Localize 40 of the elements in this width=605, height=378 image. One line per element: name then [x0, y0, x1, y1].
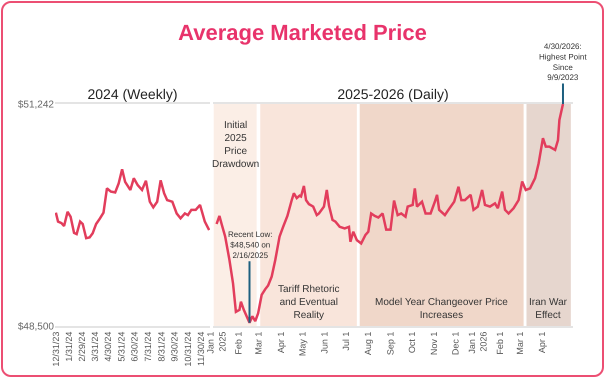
- x-tick-label: Jul 1: [341, 332, 352, 351]
- x-tick-label: Feb 1: [494, 332, 505, 355]
- x-tick-label: 10/31/24: [182, 332, 193, 367]
- line-series: [55, 168, 210, 240]
- x-tick-label: 12/31/23: [50, 332, 61, 367]
- band-label: Iran War Effect: [529, 297, 568, 321]
- x-tick-label: 3/31/24: [90, 332, 100, 362]
- band-label: Initial 2025 Price Drawdown: [212, 120, 260, 170]
- chart-title: 2025-2026 (Daily): [337, 86, 449, 102]
- x-tick-label: Feb 1: [234, 332, 244, 355]
- text: Average Marketed Price: [178, 20, 427, 45]
- x-tick-label: Aug 1: [363, 332, 374, 356]
- annotation: Recent Low: $48,540 on 2/16/2025: [228, 230, 272, 260]
- y-tick-label: $48,500: [18, 322, 54, 332]
- x-tick-label: 9/30/24: [169, 332, 180, 362]
- x-tick-label: 11/30/24: [196, 332, 206, 366]
- x-tick-label: 4/30/24: [103, 332, 114, 362]
- x-tick-label: 6/30/24: [130, 332, 140, 362]
- chart-subtitle: 2024 (Weekly): [87, 86, 178, 102]
- x-tick-label: Mar 1: [254, 332, 264, 355]
- x-tick-label: Apr 1: [537, 332, 548, 354]
- x-tick-label: Nov 1: [429, 332, 440, 356]
- y-tick-label: $51,242: [18, 100, 54, 110]
- x-tick-label: Jan 1 2026: [466, 332, 489, 354]
- band-label: Tariff Rhetoric and Eventual Reality: [278, 284, 340, 321]
- x-tick-label: 7/31/24: [143, 332, 154, 362]
- x-tick-label: Dec 1: [450, 332, 461, 356]
- x-tick-label: 2/29/24: [76, 332, 87, 362]
- band-label: Model Year Changeover Price Increases: [375, 297, 508, 321]
- x-tick-label: 5/31/24: [116, 332, 127, 362]
- x-tick-label: Oct 1: [406, 332, 417, 354]
- x-tick-label: Apr 1: [276, 332, 286, 354]
- x-tick-label: Jun 1: [320, 332, 330, 354]
- annotation: 4/30/2026: Highest Point Since 9/9/2023: [539, 42, 588, 82]
- x-tick-label: May 1: [297, 332, 308, 356]
- x-tick-label: Jan 1 2025: [206, 332, 228, 354]
- x-tick-label: 8/31/24: [156, 332, 166, 362]
- x-tick-label: Mar 1: [514, 332, 525, 355]
- x-tick-label: Sep 1: [385, 332, 396, 356]
- x-tick-label: 1/31/24: [64, 332, 74, 362]
